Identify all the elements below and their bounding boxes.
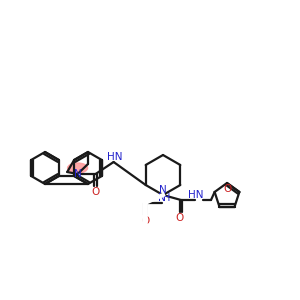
- Text: O: O: [176, 213, 184, 223]
- Text: HN: HN: [107, 152, 122, 162]
- Text: O: O: [141, 216, 149, 226]
- Text: N: N: [74, 169, 82, 179]
- Text: N: N: [158, 193, 166, 203]
- Text: O: O: [224, 184, 232, 194]
- Text: O: O: [92, 187, 100, 197]
- Text: HN: HN: [188, 190, 204, 200]
- Text: H: H: [163, 193, 171, 203]
- Ellipse shape: [68, 163, 88, 173]
- Text: N: N: [159, 185, 167, 195]
